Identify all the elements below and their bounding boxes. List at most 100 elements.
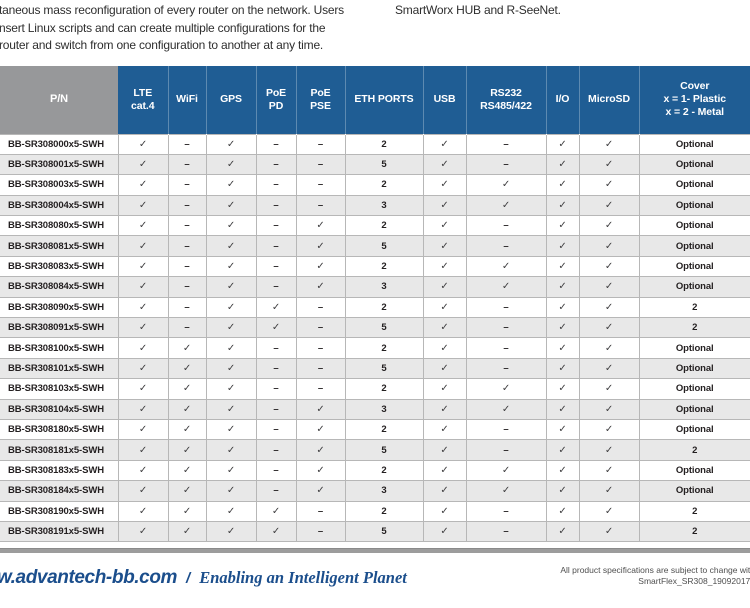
cell-wifi: – — [167, 215, 207, 237]
table-row: BB-SR308190x5-SWH ✓ ✓ ✓ ✓ –2 ✓ – ✓ ✓ 2 — [0, 500, 750, 522]
cell-eth-ports: 5 — [344, 357, 424, 380]
cell-microsd: ✓ — [578, 296, 640, 319]
cell-gps: ✓ — [205, 235, 257, 257]
part-number: BB-SR308000x5-SWH — [0, 133, 119, 155]
cell-lte: ✓ — [117, 459, 169, 482]
cell-gps: ✓ — [205, 276, 257, 298]
cell-poe-pse: – — [295, 357, 346, 380]
cell-poe-pd: – — [255, 480, 297, 502]
cell-cover: Optional — [638, 418, 750, 441]
cell-poe-pse: – — [295, 296, 346, 319]
cell-eth-ports: 2 — [344, 215, 424, 237]
cell-rs232: – — [465, 520, 547, 543]
cell-eth-ports: 2 — [344, 255, 424, 278]
cell-io: ✓ — [545, 418, 580, 441]
cell-cover: Optional — [638, 215, 750, 237]
table-row: BB-SR308003x5-SWH ✓ – ✓ – –2 ✓ ✓ ✓ ✓ Optional — [0, 174, 750, 196]
table-row: BB-SR308180x5-SWH ✓ ✓ ✓ – ✓ 2 ✓ – ✓ ✓ Optional — [0, 418, 750, 441]
cell-microsd: ✓ — [578, 480, 640, 502]
cell-lte: ✓ — [117, 520, 169, 543]
cell-rs232: ✓ — [465, 194, 547, 217]
cell-cover: Optional — [638, 398, 750, 420]
cell-rs232: – — [465, 357, 547, 380]
cell-eth-ports: 5 — [344, 520, 424, 543]
part-number: BB-SR308103x5-SWH — [0, 378, 119, 400]
cell-rs232: – — [465, 235, 547, 257]
cell-microsd: ✓ — [578, 398, 640, 420]
cell-lte: ✓ — [117, 439, 169, 461]
cell-io: ✓ — [545, 500, 580, 522]
cell-gps: ✓ — [205, 398, 257, 420]
cell-io: ✓ — [545, 439, 580, 461]
column-header-cover: Cover x = 1- Plastic x = 2 - Metal — [638, 66, 750, 134]
cell-usb: ✓ — [422, 276, 467, 298]
cell-rs232: – — [465, 337, 547, 359]
cell-gps: ✓ — [205, 418, 257, 441]
cell-io: ✓ — [545, 276, 580, 298]
cell-wifi: ✓ — [167, 520, 207, 543]
cell-microsd: ✓ — [578, 215, 640, 237]
cell-eth-ports: 2 — [344, 133, 424, 155]
cell-poe-pd: – — [255, 133, 297, 155]
cell-cover: Optional — [638, 357, 750, 380]
cell-poe-pse: ✓ — [295, 255, 346, 278]
table-row: BB-SR308091x5-SWH ✓ – ✓ ✓ –5 ✓ – ✓ ✓ 2 — [0, 317, 750, 339]
cell-poe-pd: – — [255, 235, 297, 257]
cell-usb: ✓ — [422, 459, 467, 482]
cell-poe-pd: ✓ — [255, 317, 297, 339]
cell-eth-ports: 2 — [344, 296, 424, 319]
cell-rs232: – — [465, 153, 547, 176]
cell-microsd: ✓ — [578, 153, 640, 176]
cell-lte: ✓ — [117, 418, 169, 441]
cell-rs232: – — [465, 500, 547, 522]
cell-wifi: – — [167, 255, 207, 278]
cell-wifi: – — [167, 194, 207, 217]
cell-usb: ✓ — [422, 357, 467, 380]
cell-cover: Optional — [638, 276, 750, 298]
cell-poe-pse: – — [295, 500, 346, 522]
cell-wifi: ✓ — [167, 418, 207, 441]
part-number: BB-SR308091x5-SWH — [0, 317, 119, 339]
cell-lte: ✓ — [117, 235, 169, 257]
cell-cover: 2 — [638, 439, 750, 461]
table-row: BB-SR308081x5-SWH ✓ – ✓ – ✓ 5 ✓ – ✓ ✓ Optional — [0, 235, 750, 257]
cell-poe-pse: ✓ — [295, 235, 346, 257]
cell-usb: ✓ — [422, 500, 467, 522]
cell-eth-ports: 2 — [344, 337, 424, 359]
cell-eth-ports: 5 — [344, 317, 424, 339]
part-number: BB-SR308001x5-SWH — [0, 153, 119, 176]
part-number: BB-SR308190x5-SWH — [0, 500, 119, 522]
cell-microsd: ✓ — [578, 255, 640, 278]
cell-eth-ports: 2 — [344, 459, 424, 482]
cell-lte: ✓ — [117, 337, 169, 359]
cell-cover: 2 — [638, 520, 750, 543]
cell-cover: Optional — [638, 153, 750, 176]
cell-microsd: ✓ — [578, 317, 640, 339]
column-header-pn: P/N — [0, 66, 118, 134]
cell-poe-pse: ✓ — [295, 418, 346, 441]
cell-poe-pse: – — [295, 174, 346, 196]
product-spec-table: P/N LTE cat.4 WiFi GPS PoE PD PoE PSE ETH PORTS US… — [0, 66, 750, 543]
cell-lte: ✓ — [117, 378, 169, 400]
cell-gps: ✓ — [205, 439, 257, 461]
cell-usb: ✓ — [422, 398, 467, 420]
cell-microsd: ✓ — [578, 418, 640, 441]
cell-poe-pd: – — [255, 174, 297, 196]
cell-cover: Optional — [638, 378, 750, 400]
cell-io: ✓ — [545, 296, 580, 319]
cell-lte: ✓ — [117, 357, 169, 380]
cell-poe-pse: – — [295, 317, 346, 339]
cell-microsd: ✓ — [578, 194, 640, 217]
cell-lte: ✓ — [117, 153, 169, 176]
intro-line: router and switch from one configuration… — [0, 38, 324, 53]
cell-lte: ✓ — [117, 194, 169, 217]
cell-microsd: ✓ — [578, 174, 640, 196]
intro-line: SmartWorx HUB and R-SeeNet. — [395, 3, 561, 17]
cell-usb: ✓ — [422, 480, 467, 502]
part-number: BB-SR308090x5-SWH — [0, 296, 119, 319]
cell-eth-ports: 5 — [344, 439, 424, 461]
cell-poe-pd: – — [255, 459, 297, 482]
cell-usb: ✓ — [422, 235, 467, 257]
cell-io: ✓ — [545, 194, 580, 217]
cell-gps: ✓ — [205, 174, 257, 196]
